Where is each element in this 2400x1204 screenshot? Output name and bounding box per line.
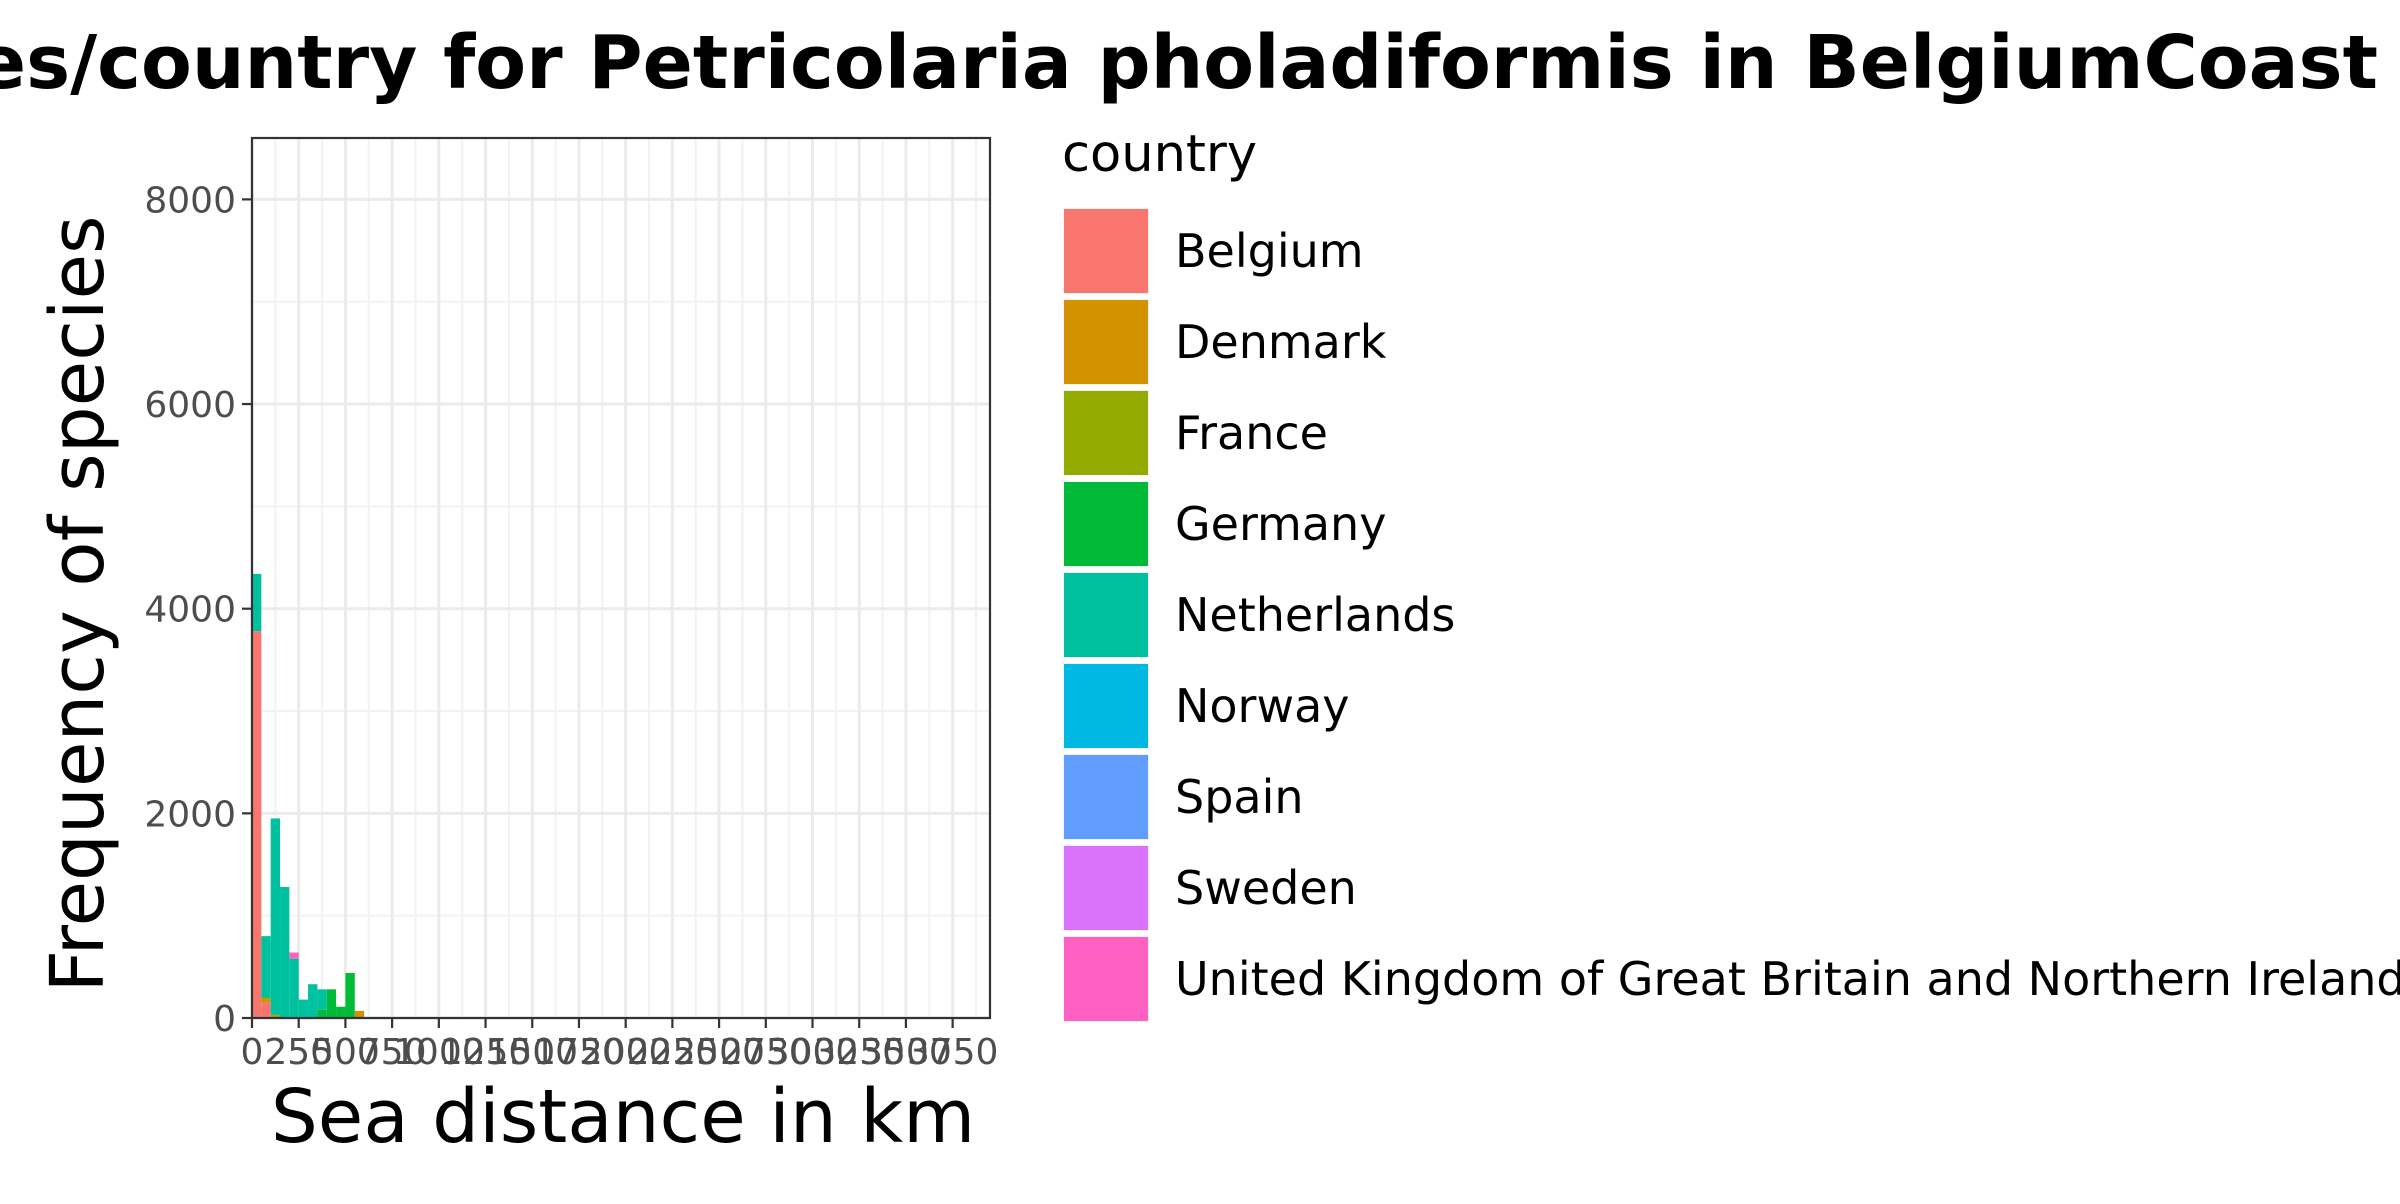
- y-tick-label: 2000: [144, 794, 236, 835]
- bar-segment: [252, 631, 262, 1018]
- bar-segment: [289, 958, 299, 1018]
- bar-segment: [270, 1014, 281, 1016]
- bar-segment: [336, 1006, 346, 1018]
- y-tick-label: 6000: [144, 385, 236, 426]
- legend-swatch: [1064, 937, 1148, 1021]
- legend-label: Netherlands: [1175, 588, 1455, 642]
- legend-label: Denmark: [1175, 315, 1387, 369]
- legend-label: Spain: [1175, 770, 1304, 824]
- bar-segment: [345, 972, 355, 1018]
- bar-segment: [298, 999, 309, 1018]
- bar-segment: [317, 989, 327, 1010]
- x-tick-label: 3750: [907, 1032, 999, 1073]
- y-tick-label: 0: [213, 999, 236, 1040]
- x-axis-title: Sea distance in km: [271, 1074, 975, 1160]
- legend-swatch: [1064, 391, 1148, 475]
- bar-segment: [261, 999, 271, 1003]
- plot-background: [252, 138, 990, 1018]
- bar-segment: [270, 818, 281, 1015]
- legend-swatch: [1064, 573, 1148, 657]
- y-tick-label: 4000: [144, 590, 236, 631]
- bar-segment: [326, 989, 337, 1018]
- x-tick-label: 250: [264, 1032, 333, 1073]
- x-tick-label: 0: [241, 1032, 264, 1073]
- x-tick-label: 1500: [486, 1032, 578, 1073]
- bar-segment: [308, 984, 318, 1018]
- legend-label: United Kingdom of Great Britain and Nort…: [1175, 952, 2400, 1006]
- legend-label: France: [1175, 406, 1328, 460]
- x-tick-label: 3250: [813, 1032, 905, 1073]
- plot-border: [250, 136, 992, 1020]
- bar-segment: [317, 1009, 327, 1018]
- x-tick-label: 1750: [533, 1032, 625, 1073]
- x-tick-label: 2500: [673, 1032, 765, 1073]
- legend-label: Belgium: [1175, 224, 1364, 278]
- bar-segment: [289, 952, 299, 959]
- legend-swatch: [1064, 300, 1148, 384]
- x-tick-label: 3000: [767, 1032, 859, 1073]
- legend-swatch: [1064, 482, 1148, 566]
- bar-segment: [261, 936, 271, 998]
- legend-swatch: [1064, 846, 1148, 930]
- bar-segment: [261, 997, 271, 1000]
- legend: Belgium Denmark France Germany Netherlands No…: [1063, 208, 2400, 1022]
- x-tick-label: 3500: [860, 1032, 952, 1073]
- legend-label: Norway: [1175, 679, 1350, 733]
- legend-title: country: [1062, 125, 1257, 184]
- x-tick-label: 1250: [440, 1032, 532, 1073]
- x-tick-label: 2000: [580, 1032, 672, 1073]
- legend-label: Sweden: [1175, 861, 1357, 915]
- y-tick-label: 8000: [144, 180, 236, 221]
- bar-segment: [280, 887, 290, 1018]
- x-tick-label: 500: [311, 1032, 380, 1073]
- x-tick-label: 1000: [393, 1032, 485, 1073]
- x-tick-label: 2750: [720, 1032, 812, 1073]
- legend-swatch: [1064, 209, 1148, 293]
- x-tick-label: 2250: [627, 1032, 719, 1073]
- legend-swatch: [1064, 664, 1148, 748]
- y-axis-title: Frequency of species: [35, 215, 121, 992]
- bar-segment: [252, 573, 262, 632]
- x-tick-label: 750: [358, 1032, 427, 1073]
- bar-segment: [261, 1002, 271, 1018]
- bar-segment: [354, 1010, 365, 1018]
- legend-swatch: [1064, 755, 1148, 839]
- chart-title: ces/country for Petricolaria pholadiform…: [0, 20, 2378, 106]
- legend-label: Germany: [1175, 497, 1386, 551]
